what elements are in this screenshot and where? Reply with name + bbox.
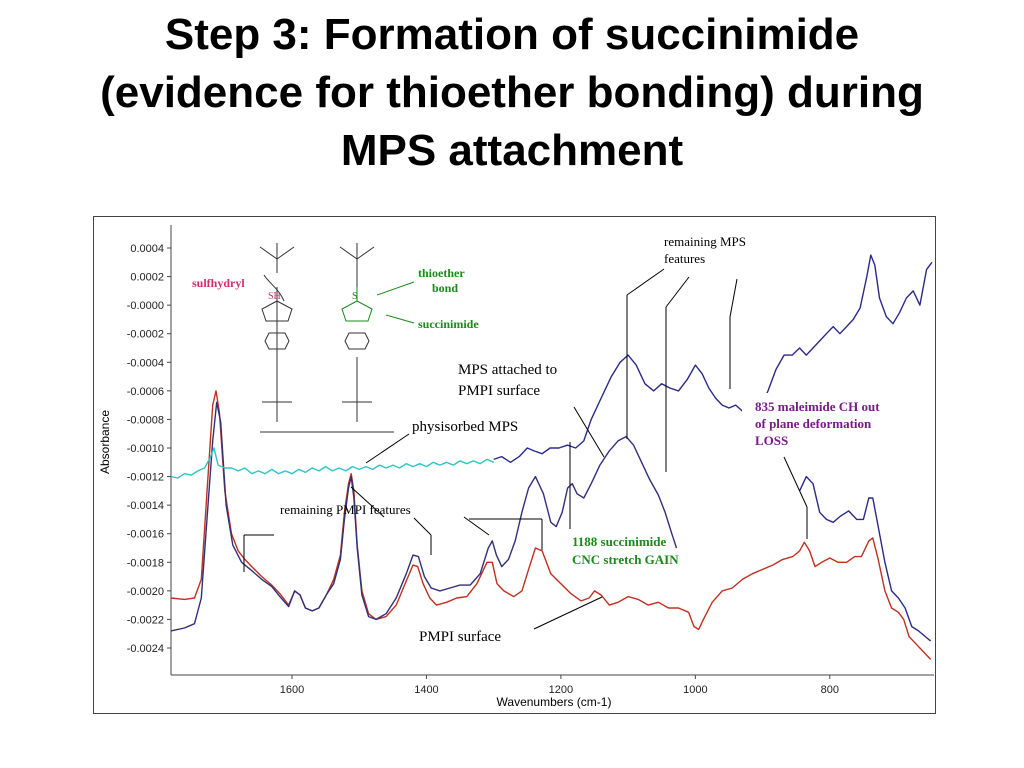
y-tick-label: -0.0002: [127, 329, 164, 341]
y-tick-label: -0.0016: [127, 529, 164, 541]
annotation-mps-attached-1: MPS attached to: [458, 362, 557, 378]
annotation-835-line2: of plane deformation: [755, 416, 872, 431]
annotation-mps-attached-2: PMPI surface: [458, 383, 540, 399]
y-tick-label: -0.0024: [127, 643, 164, 655]
succinimide-label: succinimide: [418, 317, 479, 331]
y-tick-label: -0.0020: [127, 586, 164, 598]
thioether-label-line1: thioether: [418, 266, 465, 280]
y-tick-label: 0.0004: [130, 243, 164, 255]
annotation-1188-line1: 1188 succinimide: [572, 534, 666, 549]
thioether-label-line2: bond: [432, 281, 458, 295]
physisorbed-mps-spectrum: [170, 447, 494, 479]
sh-atom-label: SH: [268, 291, 281, 302]
annotation-mask: [742, 393, 937, 471]
annotation-remaining-pmpi: remaining PMPI features: [280, 502, 411, 517]
y-tick-label: 0.0002: [130, 272, 164, 284]
annotation-remaining-mps-2: features: [664, 251, 705, 266]
s-atom-label: S: [352, 291, 358, 302]
annotation-leaders: [243, 268, 808, 630]
ir-spectrum-figure: 0.0004 0.0002 -0.0000 -0.0002 -0.0004 -0.0006…: [93, 216, 937, 714]
title-line-2: (evidence for thioether bonding) during: [100, 68, 924, 117]
title-line-1: Step 3: Formation of succinimide: [164, 10, 860, 59]
x-tick-label: 800: [821, 684, 839, 696]
x-tick-label: 1000: [683, 684, 707, 696]
annotation-835-line1: 835 maleimide CH out: [755, 399, 880, 414]
x-axis-label: Wavenumbers (cm-1): [497, 695, 612, 709]
annotation-remaining-mps-1: remaining MPS: [664, 234, 746, 249]
title-line-3: MPS attachment: [340, 126, 684, 175]
x-tick-label: 1400: [414, 684, 438, 696]
ir-spectrum-chart: 0.0004 0.0002 -0.0000 -0.0002 -0.0004 -0.0006…: [98, 225, 937, 709]
y-axis-label: Absorbance: [98, 410, 112, 474]
mps-attached-spectrum: [170, 401, 678, 632]
remaining-mps-spectrum-upper: [493, 254, 933, 464]
y-tick-label: -0.0012: [127, 472, 164, 484]
annotation-physisorbed-mps: physisorbed MPS: [412, 419, 518, 435]
y-tick-label: -0.0022: [127, 614, 164, 626]
remaining-mps-spectrum-lower: [798, 475, 932, 642]
sulfhydryl-label: sulfhydryl: [192, 276, 245, 290]
x-tick-label: 1200: [549, 684, 573, 696]
y-tick-label: -0.0008: [127, 414, 164, 426]
y-tick-label: -0.0004: [127, 357, 164, 369]
annotation-1188-line2: CNC stretch GAIN: [572, 552, 679, 567]
annotation-835-line3: LOSS: [755, 433, 788, 448]
y-tick-label: -0.0014: [127, 500, 164, 512]
y-tick-label: -0.0006: [127, 386, 164, 398]
y-tick-label: -0.0018: [127, 557, 164, 569]
y-tick-label: -0.0000: [127, 300, 164, 312]
y-tick-label: -0.0010: [127, 443, 164, 455]
page-title: Step 3: Formation of succinimide (eviden…: [0, 6, 1024, 180]
annotation-pmpi-surface: PMPI surface: [419, 629, 501, 645]
molecule-structure-inset: [259, 243, 415, 433]
x-tick-label: 1600: [280, 684, 304, 696]
